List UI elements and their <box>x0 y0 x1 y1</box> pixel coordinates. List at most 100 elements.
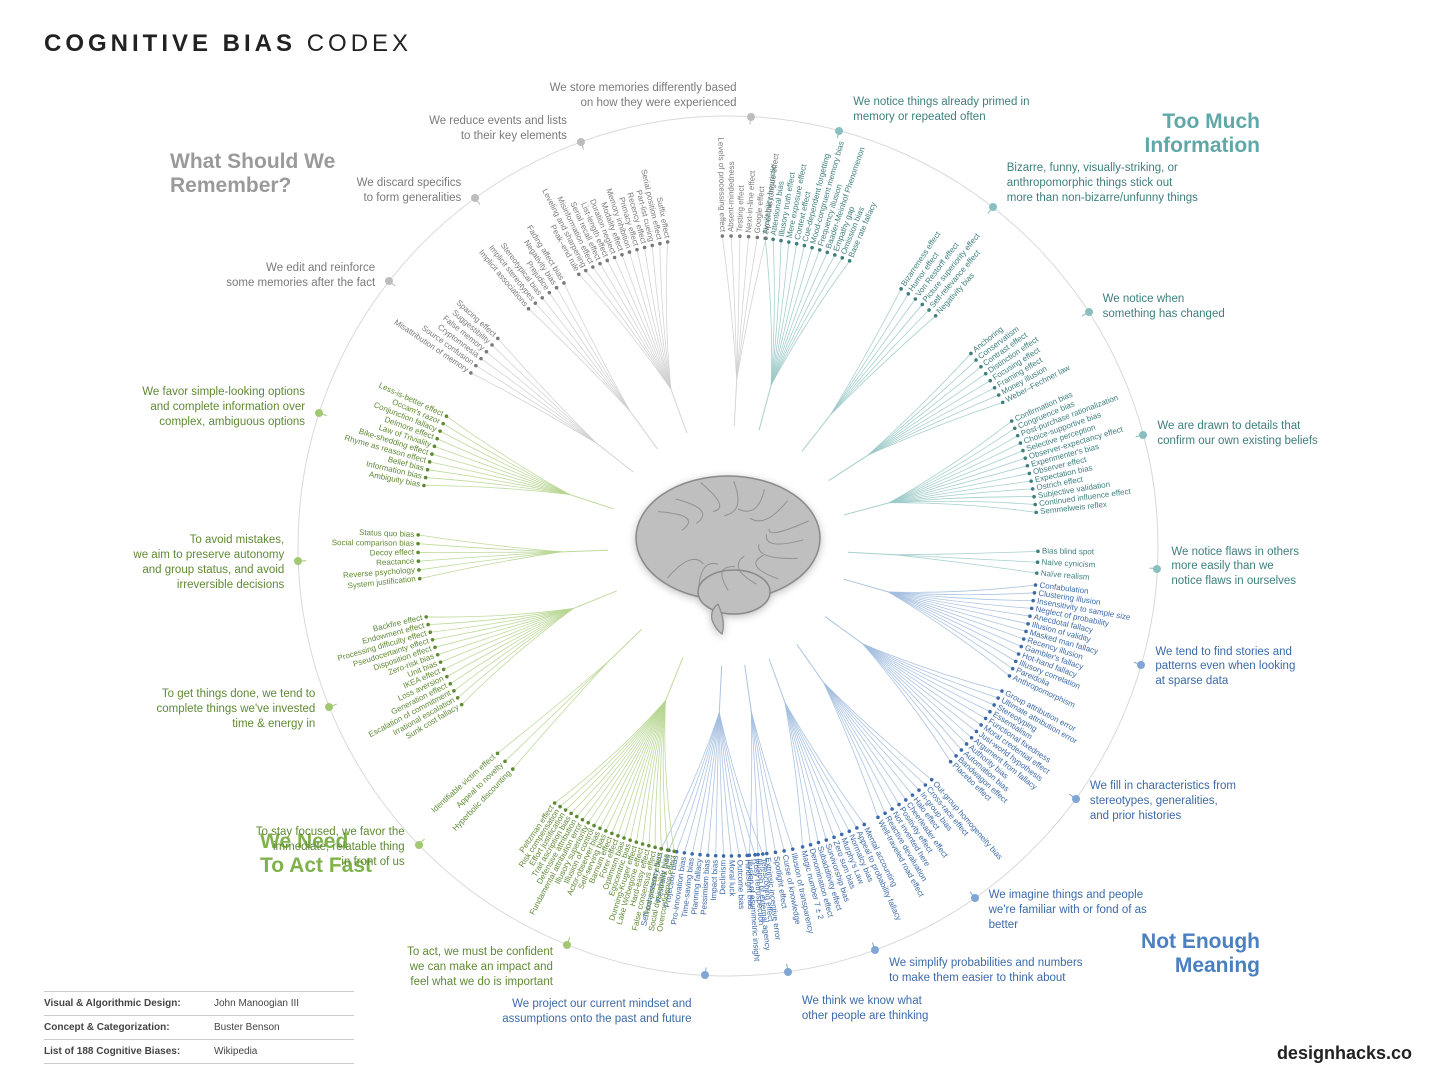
bias-label: False memory <box>441 314 486 353</box>
heuristic-dot <box>563 941 571 949</box>
heuristic-dot <box>315 409 323 417</box>
bias-label: Group attribution error <box>1004 689 1078 734</box>
bias-label: Effort justification <box>527 811 567 867</box>
heuristic-label: To act, we must be confidentwe can make … <box>233 945 553 990</box>
bias-label: Time-saving bias <box>680 857 696 918</box>
heuristic-label: We notice flaws in othersmore easily tha… <box>1171 545 1431 590</box>
bias-label: Illusory correlation <box>1018 658 1082 691</box>
bias-label: Testing effect <box>735 184 746 232</box>
heuristic-label: We notice whensomething has changed <box>1103 292 1363 322</box>
credit-key: Concept & Categorization: <box>44 1022 214 1033</box>
bias-label: Clustering illusion <box>1038 589 1101 607</box>
bias-label: Survivorship bias <box>824 842 852 903</box>
bias-label: Stereotypical bias <box>499 241 544 297</box>
bias-label: Mere exposure effect <box>785 163 809 239</box>
bias-label: Appeal to novelty <box>455 761 505 810</box>
bias-label: Spacing effect <box>455 298 499 339</box>
bias-label: Illusory truth effect <box>777 171 797 238</box>
heuristic-dot <box>1139 431 1147 439</box>
bias-label: Belief bias <box>387 455 425 473</box>
bias-label: Murphy's Law <box>839 836 865 885</box>
heuristic-label: To get things done, we tend tocomplete t… <box>0 687 315 732</box>
bias-label: Levels of processing effect <box>716 137 727 233</box>
bias-label: Neglect of probability <box>1035 604 1110 628</box>
bias-label: Peltzman effect <box>518 803 557 854</box>
bias-label: Implicit associations <box>477 248 530 308</box>
bias-label: Distinction effect <box>986 334 1040 374</box>
bias-label: Conjunction fallacy <box>372 400 438 433</box>
bias-label: Selective perception <box>1025 423 1096 454</box>
bias-label: Prejudice <box>524 259 551 292</box>
bias-label: Illusion of asymmetric insight <box>746 859 762 962</box>
bias-label: Negativity bias <box>935 271 977 316</box>
heuristic-label: We project our current mindset andassump… <box>382 997 692 1027</box>
bias-label: Social desirability bias <box>647 853 671 932</box>
heuristic-dot <box>1137 661 1145 669</box>
bias-label: Fundamental attribution error <box>528 821 585 917</box>
heuristic-label: Bizarre, funny, visually-striking, orant… <box>1007 161 1267 206</box>
bias-label: Conservatism <box>976 324 1021 361</box>
bias-label: Lake Wobegone effect <box>615 846 646 926</box>
bias-label: Naïve realism <box>1040 569 1090 582</box>
bias-label: Google effect <box>753 185 767 234</box>
credit-val: Wikipedia <box>214 1046 257 1057</box>
bias-label: Outcome bias <box>735 860 746 910</box>
bias-label: Choice-supportive bias <box>1023 410 1103 446</box>
title-thin: CODEX <box>307 30 412 57</box>
bias-label: Cue-dependent forgetting <box>801 153 832 243</box>
bias-label: Anthropomorphism <box>1011 673 1076 710</box>
bias-label: Part-list cueing <box>634 189 656 243</box>
bias-label: Authority bias <box>967 743 1010 781</box>
bias-label: Subadditivity effect <box>816 845 844 912</box>
bias-label: Sunk cost fallacy <box>404 702 460 740</box>
bias-label: Leveling and sharpening <box>540 187 588 269</box>
bias-label: Continued influence effect <box>1039 487 1133 508</box>
bias-label: Illusion of control <box>562 827 596 885</box>
bias-label: Rhyme as reason effect <box>343 433 427 465</box>
heuristic-dot <box>471 194 479 202</box>
bias-label: Pseudocertainty effect <box>352 636 431 669</box>
heuristic-label: To stay focused, we favor theimmediate, … <box>75 825 405 870</box>
bias-label: Frequency illusion <box>816 183 844 247</box>
bias-label: Cross-race effect <box>925 785 971 838</box>
bias-label: Self-relevance effect <box>928 248 983 310</box>
bias-label: Hindsight bias <box>743 859 755 910</box>
bias-label: Hyperbolic discounting <box>451 769 513 833</box>
bias-label: Projection bias <box>662 855 680 908</box>
bias-label: Expectation bias <box>1034 463 1093 484</box>
bias-label: Halo effect <box>912 795 942 832</box>
bias-label: Self-consistency bias <box>639 852 664 927</box>
bias-label: Misinformation effect <box>555 195 596 266</box>
bias-label: Illusion of validity <box>1031 620 1092 644</box>
bias-label: Restraint bias <box>654 853 672 903</box>
bias-label: Rosy retrospection <box>751 858 766 925</box>
bias-label: Memory inhibition <box>604 187 632 249</box>
heuristic-dot <box>1072 795 1080 803</box>
bias-label: Gambler's fallacy <box>1024 643 1085 671</box>
bias-label: Law of Triviality <box>378 423 433 449</box>
heuristic-label: We tend to find stories andpatterns even… <box>1155 645 1415 690</box>
bias-label: Self-serving bias <box>577 833 609 891</box>
bias-label: Confirmation bias <box>1013 390 1074 423</box>
bias-label: Anecdotal fallacy <box>1033 612 1094 634</box>
bias-label: Experimenter's bias <box>1030 442 1100 469</box>
bias-label: Reactive devaluation <box>884 814 929 883</box>
bias-label: Processing difficulty effect <box>336 628 428 663</box>
bias-label: Stereotyping <box>995 703 1038 734</box>
bias-label: Subjective validation <box>1037 480 1110 500</box>
bias-label: Disposition effect <box>372 644 433 673</box>
bias-label: Defensive attribution <box>535 818 578 886</box>
heuristic-label: We fill in characteristics fromstereotyp… <box>1090 779 1350 824</box>
title-bold: COGNITIVE BIAS <box>44 30 296 57</box>
footer-brand: designhacks.co <box>1277 1043 1412 1064</box>
bias-label: In-group bias <box>918 790 954 832</box>
heuristic-dot <box>1153 565 1161 573</box>
bias-label: Omission bias <box>839 206 866 256</box>
bias-label: Semmelweis reflex <box>1040 500 1108 516</box>
heuristic-label: We are drawn to details thatconfirm our … <box>1157 419 1417 449</box>
bias-label: Positivity effect <box>898 805 935 855</box>
bias-label: Context effect <box>793 190 813 241</box>
bias-label: Peak–end rule <box>548 223 581 273</box>
bias-label: Humor effect <box>907 250 941 293</box>
bias-label: Unit bias <box>406 659 438 679</box>
